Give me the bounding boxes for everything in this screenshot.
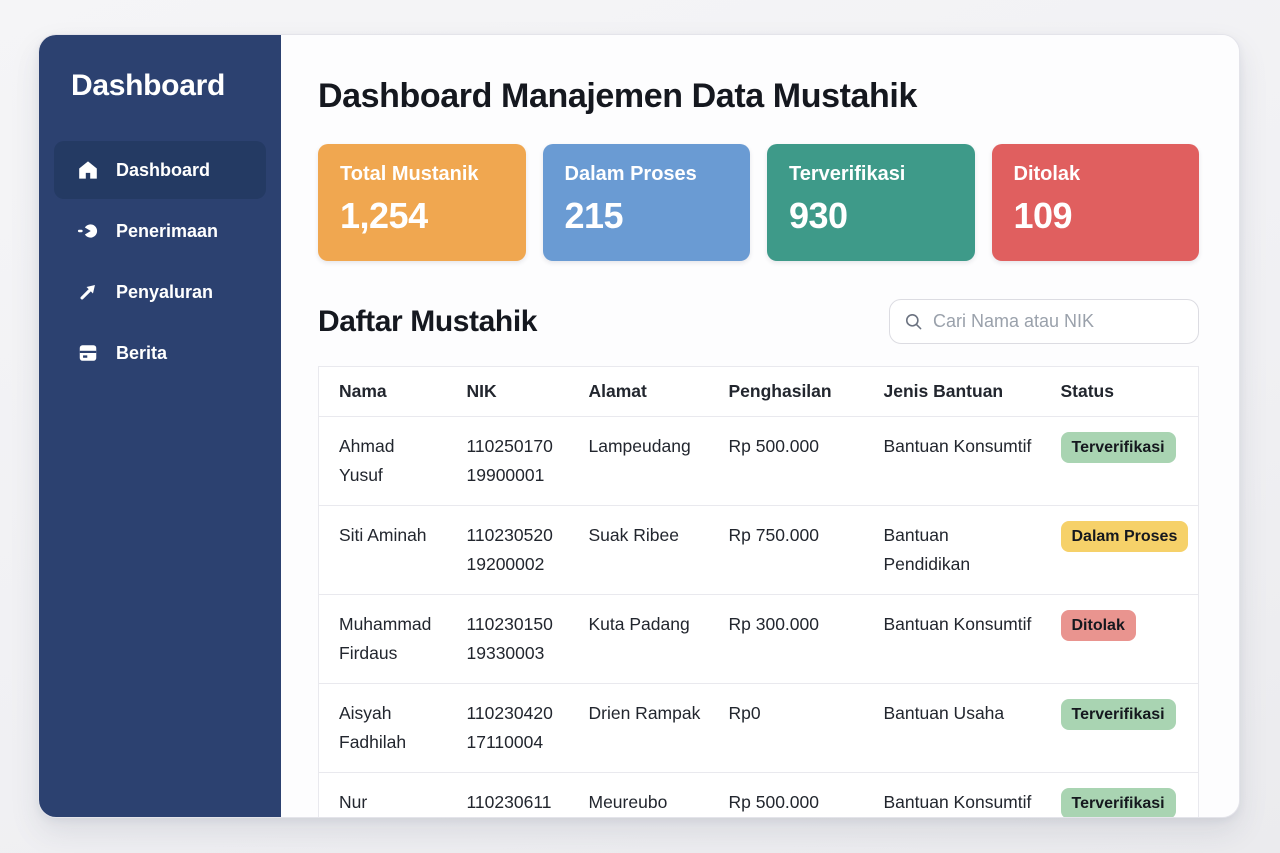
cell-alamat: Drien Rampak — [568, 683, 709, 773]
search-icon — [904, 312, 923, 331]
stat-card-total-mustanik: Total Mustanik 1,254 — [318, 144, 526, 261]
stat-card-dalam-proses: Dalam Proses 215 — [542, 144, 750, 261]
table-row: Ahmad Yusuf 110250170 19900001 Lampeudan… — [318, 416, 1199, 506]
cell-nama: Ahmad Yusuf — [318, 416, 447, 506]
main-content: Dashboard Manajemen Data Mustahik Total … — [281, 35, 1239, 817]
news-icon — [77, 342, 99, 364]
cell-alamat: Suak Ribee — [568, 505, 709, 595]
cell-penghasilan: Rp 500.000 — [728, 792, 820, 812]
arrow-up-right-icon — [77, 281, 99, 303]
stat-label: Terverifikasi — [789, 163, 906, 185]
sidebar-nav: Dashboard Penerimaan P — [39, 141, 281, 382]
list-section-header: Daftar Mustahik — [318, 299, 1199, 344]
cell-jenis-bantuan: Bantuan Usaha — [863, 683, 1041, 773]
table-header-row: Nama NIK Alamat Penghasilan Jenis Bantua… — [318, 366, 1199, 417]
cell-nik: 110230150 19330003 — [446, 594, 569, 684]
status-badge: Terverifikasi — [1060, 788, 1176, 817]
list-section-title: Daftar Mustahik — [318, 304, 538, 338]
sidebar: Dashboard Dashboard Penerimaan — [39, 35, 281, 817]
cell-jenis-bantuan: Bantuan Konsumtif — [863, 594, 1041, 684]
stat-card-ditolak: Ditolak 109 — [991, 144, 1199, 261]
col-header-status: Status — [1040, 366, 1199, 417]
cell-jenis-bantuan: Bantuan Pendidikan — [863, 505, 1041, 595]
stat-cards: Total Mustanik 1,254 Dalam Proses 215 Te… — [318, 144, 1199, 261]
home-icon — [77, 159, 99, 181]
cell-nik: 110250170 19900001 — [446, 416, 569, 506]
sidebar-item-label: Berita — [116, 342, 168, 363]
col-header-alamat: Alamat — [568, 366, 709, 417]
cell-nik: 110230420 17110004 — [446, 683, 569, 773]
cell-alamat: Lampeudang — [568, 416, 709, 506]
table-row: Aisyah Fadhilah 110230420 17110004 Drien… — [318, 683, 1199, 773]
cell-jenis-bantuan: Bantuan Konsumtif — [883, 792, 1032, 812]
receive-login-icon — [77, 220, 99, 242]
status-badge: Dalam Proses — [1060, 521, 1189, 552]
cell-alamat: Meureubo — [588, 792, 668, 812]
status-badge: Terverifikasi — [1060, 432, 1176, 463]
sidebar-item-penyaluran[interactable]: Penyaluran — [54, 263, 266, 321]
cell-penghasilan: Rp 300.000 — [708, 594, 864, 684]
cell-nik: 110230520 19200002 — [446, 505, 569, 595]
sidebar-item-label: Penerimaan — [116, 220, 219, 241]
search-box — [889, 299, 1199, 344]
cell-penghasilan: Rp 500.000 — [708, 416, 864, 506]
table-row: Muhammad Firdaus 110230150 19330003 Kuta… — [318, 594, 1199, 684]
status-badge: Ditolak — [1060, 610, 1136, 641]
col-header-nik: NIK — [446, 366, 569, 417]
sidebar-item-dashboard[interactable]: Dashboard — [54, 141, 266, 199]
stat-value: 1,254 — [340, 195, 428, 236]
cell-nama: Siti Aminah — [318, 505, 447, 595]
cell-penghasilan: Rp0 — [708, 683, 864, 773]
cell-jenis-bantuan: Bantuan Konsumtif — [863, 416, 1041, 506]
cell-alamat: Kuta Padang — [568, 594, 709, 684]
stat-value: 930 — [789, 195, 848, 236]
col-header-penghasilan: Penghasilan — [708, 366, 864, 417]
stat-label: Total Mustanik — [340, 163, 479, 185]
cell-nama: Muhammad Firdaus — [318, 594, 447, 684]
status-badge: Terverifikasi — [1060, 699, 1176, 730]
cell-nik: 110230611 19850005 — [466, 792, 552, 812]
table-row: Siti Aminah 110230520 19200002 Suak Ribe… — [318, 505, 1199, 595]
stat-value: 215 — [564, 195, 624, 236]
table-row: Nur Hidayat 110230611 19850005 Meureubo … — [319, 773, 1199, 817]
cell-penghasilan: Rp 750.000 — [708, 505, 864, 595]
page-title: Dashboard Manajemen Data Mustahik — [318, 77, 917, 115]
cell-nama: Nur Hidayat — [339, 792, 368, 812]
col-header-nama: Nama — [318, 366, 447, 417]
stat-card-terverifikasi: Terverifikasi 930 — [767, 144, 975, 261]
search-input[interactable] — [933, 311, 1184, 332]
sidebar-item-berita[interactable]: Berita — [54, 324, 266, 382]
stat-label: Ditolak — [1013, 163, 1081, 185]
stat-label: Dalam Proses — [564, 163, 697, 185]
cell-nama: Aisyah Fadhilah — [318, 683, 447, 773]
sidebar-item-penerimaan[interactable]: Penerimaan — [54, 202, 266, 260]
sidebar-item-label: Dashboard — [116, 159, 211, 180]
app-window: Dashboard Dashboard Penerimaan — [38, 34, 1240, 818]
stat-value: 109 — [1013, 195, 1073, 236]
mustahik-table: Nama NIK Alamat Penghasilan Jenis Bantua… — [318, 366, 1199, 817]
sidebar-item-label: Penyaluran — [116, 281, 214, 302]
col-header-jenis-bantuan: Jenis Bantuan — [863, 366, 1041, 417]
sidebar-title: Dashboard — [71, 69, 225, 102]
